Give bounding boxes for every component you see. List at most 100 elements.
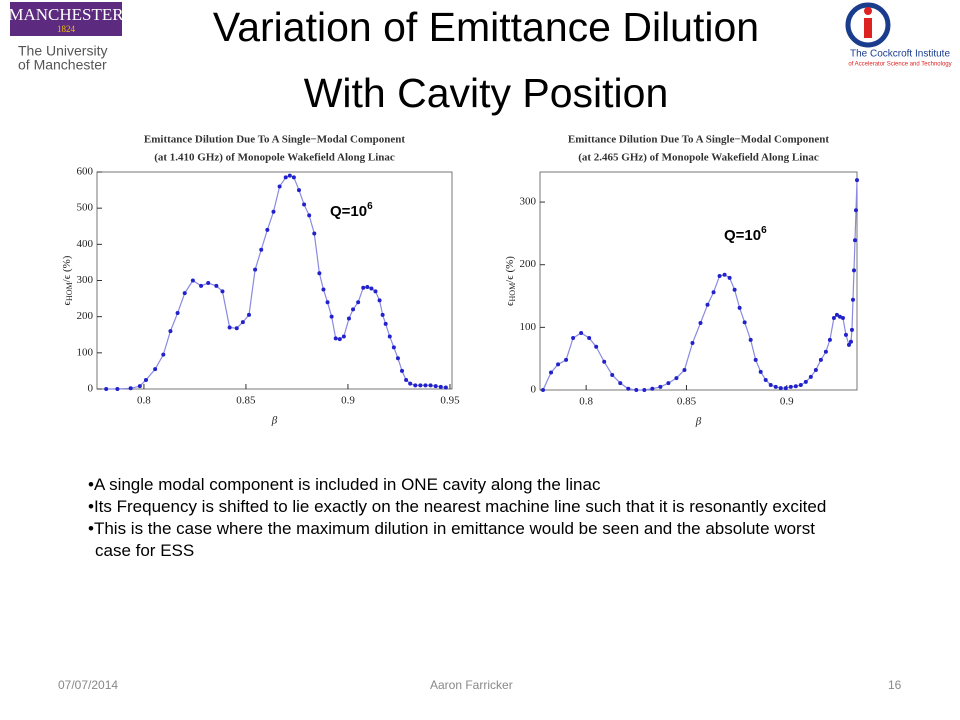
logo-text: of Manchester [18,57,107,73]
data-point [104,387,109,391]
data-point [346,316,351,321]
data-point [783,386,788,391]
y-tick-label: 100 [520,321,537,333]
data-point [115,387,120,391]
data-point [732,287,737,292]
data-point [818,357,823,362]
x-tick-label: 0.9 [341,395,355,407]
data-point [423,383,428,388]
data-point [365,285,370,290]
data-point [690,341,695,346]
annotation: Q=106 [724,225,767,244]
data-point [610,372,615,377]
data-point [307,213,312,218]
data-point [408,381,413,386]
data-point [400,368,405,373]
x-axis-label: β [695,416,702,428]
data-point [277,184,282,189]
data-point [823,349,828,354]
y-tick-label: 300 [520,196,537,208]
y-tick-label: 300 [77,274,94,286]
y-tick-label: 500 [77,202,94,214]
data-point [848,339,853,344]
data-point [413,383,418,388]
chart-title: Emittance Dilution Due To A Single−Modal… [568,134,829,146]
annotation-exponent: 6 [761,225,767,236]
data-point [271,209,276,214]
data-point [564,357,569,362]
data-point [137,384,142,389]
logo-text: The University [18,43,107,59]
data-point [128,386,133,391]
data-point [711,290,716,295]
data-point [182,291,187,296]
data-point [377,298,382,303]
y-label-main: ϵ [61,300,73,305]
bullet: This is the case where the maximum dilut… [88,518,848,562]
data-point [206,281,211,286]
y-label-sub: HOM [65,282,74,301]
data-point [846,342,851,347]
data-point [356,300,361,305]
data-point [813,367,818,372]
data-point [579,330,584,335]
data-point [246,312,251,317]
data-point [418,383,423,388]
data-point [220,289,225,294]
x-tick-label: 0.95 [440,395,460,407]
data-point [190,278,195,283]
data-point [840,315,845,320]
slide-title: Variation of Emittance Dilution [213,4,759,50]
logo-year: 1824 [57,24,76,34]
x-tick-label: 0.8 [137,395,151,407]
data-point [302,202,307,207]
data-point [240,320,245,325]
data-point [312,231,317,236]
data-point [793,384,798,389]
data-point [333,336,338,341]
data-point [594,344,599,349]
data-point [329,314,334,319]
data-point [727,275,732,280]
data-point [428,383,433,388]
y-tick-label: 600 [77,166,94,178]
y-tick-label: 0 [531,384,537,396]
data-point [837,314,842,319]
logo-dot [864,7,872,15]
bullet: A single modal component is included in … [88,474,848,496]
data-point [341,334,346,339]
data-point [253,267,258,272]
data-point [571,336,576,341]
data-point [737,305,742,310]
data-point [803,379,808,384]
logo-bar [864,18,872,38]
annotation-text: Q=10 [330,203,367,220]
data-point [602,359,607,364]
chart-title: (at 2.465 GHz) of Monopole Wakefield Alo… [578,152,819,164]
y-label-rest: /ϵ (%) [61,255,73,282]
data-point [383,321,388,326]
y-axis-label: ϵHOM/ϵ (%) [504,256,517,306]
data-point [438,384,443,389]
data-point [849,327,854,332]
x-tick-label: 0.9 [780,396,794,408]
data-point [642,388,647,392]
data-point [674,376,679,381]
plot-frame [539,171,858,391]
data-point [351,307,356,312]
data-point [234,326,239,331]
logo-text: The Cockcroft Institute [850,49,950,60]
data-point [161,352,166,357]
data-point [831,315,836,320]
y-tick-label: 400 [77,238,94,250]
data-point [717,273,722,278]
data-point [808,374,813,379]
data-point [587,336,592,341]
footer-author: Aaron Farricker [430,678,513,692]
x-tick-label: 0.8 [579,396,593,408]
y-tick-label: 0 [88,383,94,395]
data-point [265,227,270,232]
data-point [214,283,219,288]
data-point [843,332,848,337]
